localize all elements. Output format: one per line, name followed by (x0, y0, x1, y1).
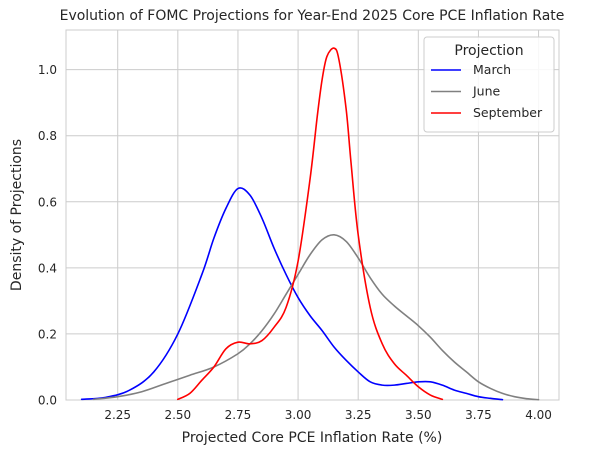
y-tick-label: 0.8 (38, 129, 57, 143)
y-axis-ticks: 0.0 0.2 0.4 0.6 0.8 1.0 (38, 63, 57, 407)
legend-items: March June September (431, 62, 543, 120)
x-tick-label: 3.25 (345, 408, 372, 422)
series-line-march (80, 187, 504, 401)
x-tick-label: 3.75 (465, 408, 492, 422)
plot-frame (65, 29, 560, 401)
series-lines (80, 47, 540, 401)
y-tick-label: 0.4 (38, 261, 57, 275)
x-tick-label: 4.00 (525, 408, 552, 422)
y-axis-title: Density of Projections (9, 139, 25, 291)
legend: Projection March June September (423, 36, 555, 133)
y-tick-label: 0.2 (38, 327, 57, 341)
legend-label-june: June (472, 84, 501, 99)
series-line-september (177, 47, 444, 401)
y-tick-label: 0.0 (38, 394, 57, 408)
x-tick-label: 3.50 (405, 408, 432, 422)
x-tick-label: 2.25 (104, 408, 131, 422)
x-tick-label: 3.00 (285, 408, 312, 422)
x-tick-label: 2.50 (164, 408, 191, 422)
y-tick-label: 0.6 (38, 195, 57, 209)
y-tick-label: 1.0 (38, 63, 57, 77)
series-line-june (92, 234, 540, 401)
legend-label-september: September (473, 105, 543, 120)
legend-box (423, 36, 555, 133)
x-axis-ticks: 2.25 2.50 2.75 3.00 3.25 3.50 3.75 4.00 (104, 408, 552, 422)
x-axis-title: Projected Core PCE Inflation Rate (%) (182, 430, 443, 446)
x-tick-label: 2.75 (225, 408, 252, 422)
chart-title: Evolution of FOMC Projections for Year-E… (60, 8, 565, 24)
legend-label-march: March (473, 62, 511, 77)
legend-title: Projection (454, 43, 523, 59)
